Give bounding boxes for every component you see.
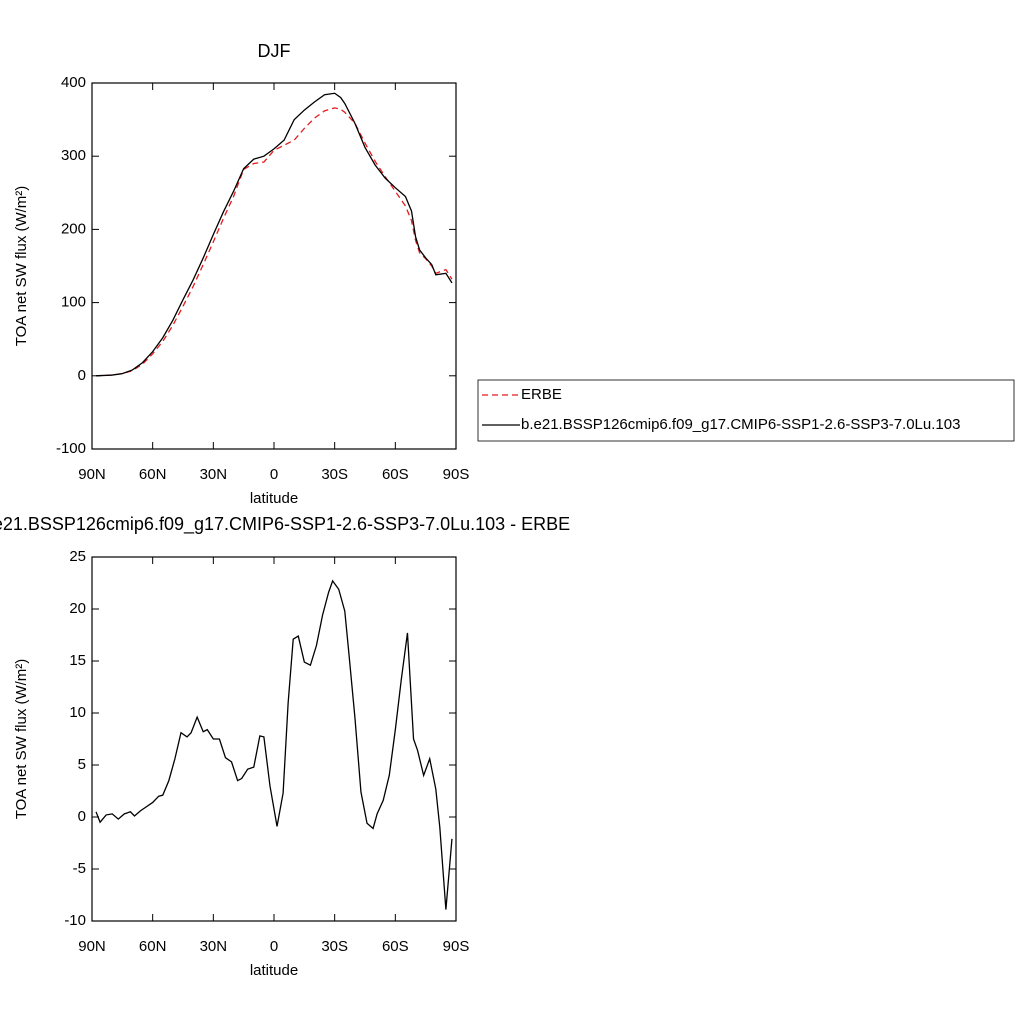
x-tick-label: 90S [443,938,470,955]
y-tick-label: 200 [61,220,86,237]
y-tick-label: 20 [69,600,86,617]
y-tick-label: 15 [69,652,86,669]
x-tick-label: 30S [321,938,348,955]
x-tick-label: 60S [382,938,409,955]
y-tick-label: 0 [78,808,86,825]
x-tick-label: 30N [200,466,228,483]
y-tick-label: -100 [56,440,86,457]
x-tick-label: 30N [200,938,228,955]
chart-title: DJF [258,41,291,61]
x-tick-label: 90S [443,466,470,483]
x-tick-label: 0 [270,938,278,955]
plot-frame [91,556,457,922]
x-tick-label: 90N [78,938,106,955]
y-tick-label: 10 [69,704,86,721]
legend-label: b.e21.BSSP126cmip6.f09_g17.CMIP6-SSP1-2.… [521,416,960,433]
legend: ERBE b.e21.BSSP126cmip6.f09_g17.CMIP6-SSP… [477,379,1015,442]
data-line [96,92,453,377]
plot-frame [91,82,457,450]
chart-title: b.e21.BSSP126cmip6.f09_g17.CMIP6-SSP1-2.… [0,514,570,535]
x-tick-label: 0 [270,466,278,483]
y-tick-label: 0 [78,367,86,384]
y-axis-label: TOA net SW flux (W/m²) [13,186,30,347]
y-tick-label: 5 [78,756,86,773]
legend-box [477,379,1015,442]
x-tick-label: 60S [382,466,409,483]
data-line [95,579,453,910]
y-tick-label: -5 [73,860,86,877]
y-tick-label: 100 [61,294,86,311]
y-tick-label: 25 [69,548,86,565]
x-axis-label: latitude [250,962,298,979]
y-axis-label: TOA net SW flux (W/m²) [13,659,30,820]
x-tick-label: 60N [139,466,167,483]
x-tick-label: 90N [78,466,106,483]
x-tick-label: 30S [321,466,348,483]
x-tick-label: 60N [139,938,167,955]
x-axis-label: latitude [250,490,298,507]
data-line [96,107,453,377]
legend-label: ERBE [521,386,562,403]
y-tick-label: 300 [61,147,86,164]
y-tick-label: 400 [61,74,86,91]
y-tick-label: -10 [64,912,86,929]
